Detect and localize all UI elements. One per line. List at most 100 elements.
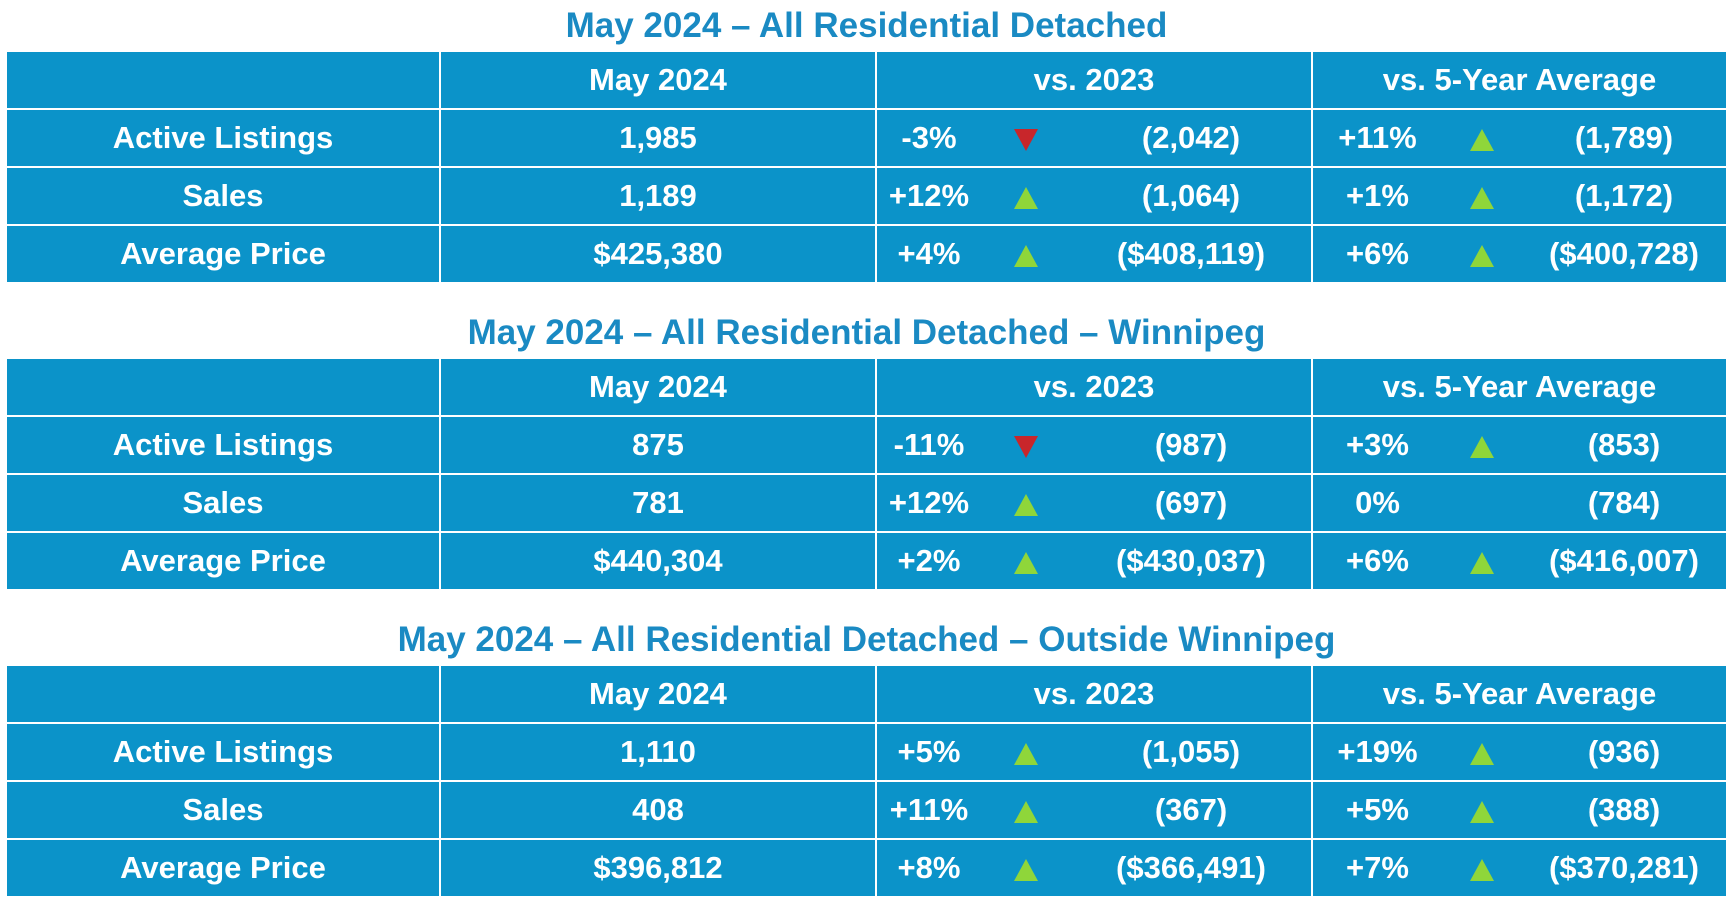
- vs-5yr-arrow: [1442, 780, 1522, 840]
- vs-2023-pct: +5%: [875, 722, 981, 782]
- vs-5yr-prev: (388): [1522, 780, 1726, 840]
- row-label: Sales: [7, 166, 441, 226]
- row-label: Active Listings: [7, 415, 441, 475]
- vs-2023-prev: (697): [1071, 473, 1313, 533]
- vs-5yr-arrow: [1442, 722, 1522, 782]
- up-arrow-icon: [1470, 186, 1494, 209]
- header-may-2024: May 2024: [439, 52, 877, 110]
- vs-5yr-arrow: [1442, 224, 1522, 282]
- header-blank: [7, 52, 441, 110]
- table-row: Active Listings 875 -11% (987) +3% (853): [7, 415, 1726, 475]
- up-arrow-icon: [1470, 858, 1494, 881]
- vs-5yr-pct: +19%: [1311, 722, 1442, 782]
- header-may-2024: May 2024: [439, 359, 877, 417]
- down-arrow-icon: [1014, 435, 1038, 458]
- row-label: Active Listings: [7, 108, 441, 168]
- vs-2023-pct: -3%: [875, 108, 981, 168]
- header-vs-2023: vs. 2023: [875, 666, 1313, 724]
- up-arrow-icon: [1014, 858, 1038, 881]
- vs-5yr-prev: (1,172): [1522, 166, 1726, 226]
- vs-5yr-pct: +1%: [1311, 166, 1442, 226]
- vs-5yr-arrow: [1442, 108, 1522, 168]
- vs-5yr-pct: +6%: [1311, 531, 1442, 589]
- section-title: May 2024 – All Residential Detached – Wi…: [467, 313, 1266, 352]
- current-value: 781: [439, 473, 877, 533]
- row-label: Active Listings: [7, 722, 441, 782]
- row-label: Average Price: [7, 531, 441, 589]
- header-vs-5-year-average: vs. 5-Year Average: [1311, 666, 1726, 724]
- up-arrow-icon: [1470, 800, 1494, 823]
- current-value: $396,812: [439, 838, 877, 896]
- section-winnipeg: May 2024 – All Residential Detached – Wi…: [7, 307, 1726, 589]
- header-vs-5-year-average: vs. 5-Year Average: [1311, 52, 1726, 110]
- row-label: Sales: [7, 473, 441, 533]
- header-vs-2023: vs. 2023: [875, 52, 1313, 110]
- header-may-2024: May 2024: [439, 666, 877, 724]
- up-arrow-icon: [1470, 742, 1494, 765]
- vs-2023-prev: ($430,037): [1071, 531, 1313, 589]
- header-vs-5-year-average: vs. 5-Year Average: [1311, 359, 1726, 417]
- table-row: Sales 781 +12% (697) 0% (784): [7, 473, 1726, 533]
- vs-2023-prev: (987): [1071, 415, 1313, 475]
- up-arrow-icon: [1470, 435, 1494, 458]
- up-arrow-icon: [1014, 493, 1038, 516]
- up-arrow-icon: [1470, 128, 1494, 151]
- vs-5yr-arrow: [1442, 838, 1522, 896]
- section-all-residential-detached: May 2024 – All Residential Detached May …: [7, 0, 1726, 282]
- vs-5yr-pct: +5%: [1311, 780, 1442, 840]
- header-vs-2023: vs. 2023: [875, 359, 1313, 417]
- vs-2023-arrow: [981, 108, 1071, 168]
- vs-5yr-prev: ($416,007): [1522, 531, 1726, 589]
- section-title: May 2024 – All Residential Detached: [565, 6, 1168, 45]
- vs-2023-pct: +2%: [875, 531, 981, 589]
- current-value: $440,304: [439, 531, 877, 589]
- table-row: Sales 408 +11% (367) +5% (388): [7, 780, 1726, 840]
- table-row: Average Price $425,380 +4% ($408,119) +6…: [7, 224, 1726, 282]
- section-title: May 2024 – All Residential Detached – Ou…: [397, 620, 1336, 659]
- vs-2023-pct: +11%: [875, 780, 981, 840]
- vs-2023-prev: (1,055): [1071, 722, 1313, 782]
- section-outside-winnipeg: May 2024 – All Residential Detached – Ou…: [7, 614, 1726, 896]
- header-row: May 2024 vs. 2023 vs. 5-Year Average: [7, 666, 1726, 724]
- vs-5yr-arrow: [1442, 473, 1522, 533]
- current-value: $425,380: [439, 224, 877, 282]
- vs-2023-pct: +4%: [875, 224, 981, 282]
- vs-2023-arrow: [981, 473, 1071, 533]
- stats-table: May 2024 vs. 2023 vs. 5-Year Average Act…: [7, 52, 1726, 282]
- vs-2023-arrow: [981, 224, 1071, 282]
- up-arrow-icon: [1014, 551, 1038, 574]
- vs-5yr-arrow: [1442, 415, 1522, 475]
- vs-2023-arrow: [981, 415, 1071, 475]
- header-row: May 2024 vs. 2023 vs. 5-Year Average: [7, 52, 1726, 110]
- vs-5yr-prev: ($370,281): [1522, 838, 1726, 896]
- vs-2023-prev: (2,042): [1071, 108, 1313, 168]
- up-arrow-icon: [1014, 800, 1038, 823]
- vs-2023-prev: (1,064): [1071, 166, 1313, 226]
- stats-table: May 2024 vs. 2023 vs. 5-Year Average Act…: [7, 666, 1726, 896]
- table-row: Sales 1,189 +12% (1,064) +1% (1,172): [7, 166, 1726, 226]
- table-row: Active Listings 1,110 +5% (1,055) +19% (…: [7, 722, 1726, 782]
- vs-2023-pct: +12%: [875, 166, 981, 226]
- vs-2023-arrow: [981, 166, 1071, 226]
- vs-2023-prev: ($366,491): [1071, 838, 1313, 896]
- up-arrow-icon: [1014, 244, 1038, 267]
- vs-2023-prev: (367): [1071, 780, 1313, 840]
- current-value: 408: [439, 780, 877, 840]
- down-arrow-icon: [1014, 128, 1038, 151]
- vs-5yr-pct: +6%: [1311, 224, 1442, 282]
- up-arrow-icon: [1470, 244, 1494, 267]
- vs-5yr-pct: +7%: [1311, 838, 1442, 896]
- current-value: 1,110: [439, 722, 877, 782]
- vs-5yr-prev: (936): [1522, 722, 1726, 782]
- table-row: Average Price $440,304 +2% ($430,037) +6…: [7, 531, 1726, 589]
- up-arrow-icon: [1470, 551, 1494, 574]
- header-blank: [7, 359, 441, 417]
- vs-2023-pct: +8%: [875, 838, 981, 896]
- vs-2023-arrow: [981, 722, 1071, 782]
- row-label: Sales: [7, 780, 441, 840]
- vs-5yr-prev: (1,789): [1522, 108, 1726, 168]
- vs-2023-prev: ($408,119): [1071, 224, 1313, 282]
- row-label: Average Price: [7, 838, 441, 896]
- current-value: 875: [439, 415, 877, 475]
- vs-5yr-pct: +3%: [1311, 415, 1442, 475]
